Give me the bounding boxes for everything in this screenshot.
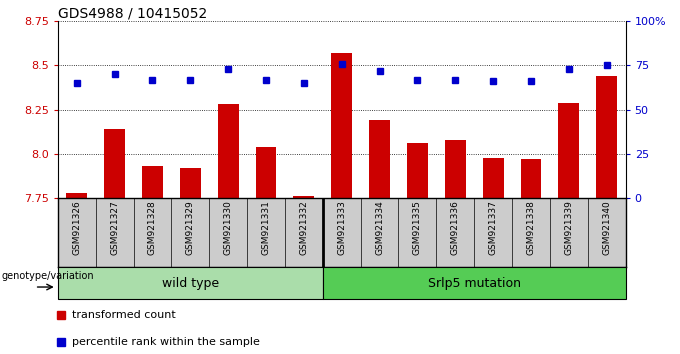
- Text: GSM921326: GSM921326: [72, 200, 81, 255]
- Text: GSM921327: GSM921327: [110, 200, 119, 255]
- Text: GSM921329: GSM921329: [186, 200, 194, 255]
- Text: wild type: wild type: [162, 277, 219, 290]
- Text: GSM921339: GSM921339: [564, 200, 573, 255]
- Text: GSM921328: GSM921328: [148, 200, 157, 255]
- Bar: [104, 129, 125, 198]
- Bar: [323, 267, 626, 299]
- Bar: [596, 76, 617, 198]
- Bar: [58, 267, 323, 299]
- Bar: [142, 166, 163, 198]
- Bar: [218, 104, 239, 198]
- Text: GSM921331: GSM921331: [262, 200, 271, 255]
- Bar: [407, 143, 428, 198]
- Bar: [294, 196, 314, 198]
- Text: GSM921335: GSM921335: [413, 200, 422, 255]
- Text: transformed count: transformed count: [72, 310, 175, 320]
- Text: GSM921340: GSM921340: [602, 200, 611, 255]
- Bar: [445, 140, 466, 198]
- Bar: [558, 103, 579, 198]
- Bar: [369, 120, 390, 198]
- Text: GSM921334: GSM921334: [375, 200, 384, 255]
- Text: GSM921336: GSM921336: [451, 200, 460, 255]
- Text: GDS4988 / 10415052: GDS4988 / 10415052: [58, 6, 207, 20]
- Bar: [180, 168, 201, 198]
- Bar: [331, 53, 352, 198]
- Text: GSM921338: GSM921338: [526, 200, 535, 255]
- Bar: [256, 147, 276, 198]
- Bar: [483, 158, 503, 198]
- Text: percentile rank within the sample: percentile rank within the sample: [72, 337, 260, 347]
- Text: GSM921330: GSM921330: [224, 200, 233, 255]
- Text: GSM921333: GSM921333: [337, 200, 346, 255]
- Bar: [521, 159, 541, 198]
- Text: GSM921332: GSM921332: [299, 200, 308, 255]
- Text: GSM921337: GSM921337: [489, 200, 498, 255]
- Text: Srlp5 mutation: Srlp5 mutation: [428, 277, 521, 290]
- Text: genotype/variation: genotype/variation: [1, 271, 94, 281]
- Bar: [67, 193, 87, 198]
